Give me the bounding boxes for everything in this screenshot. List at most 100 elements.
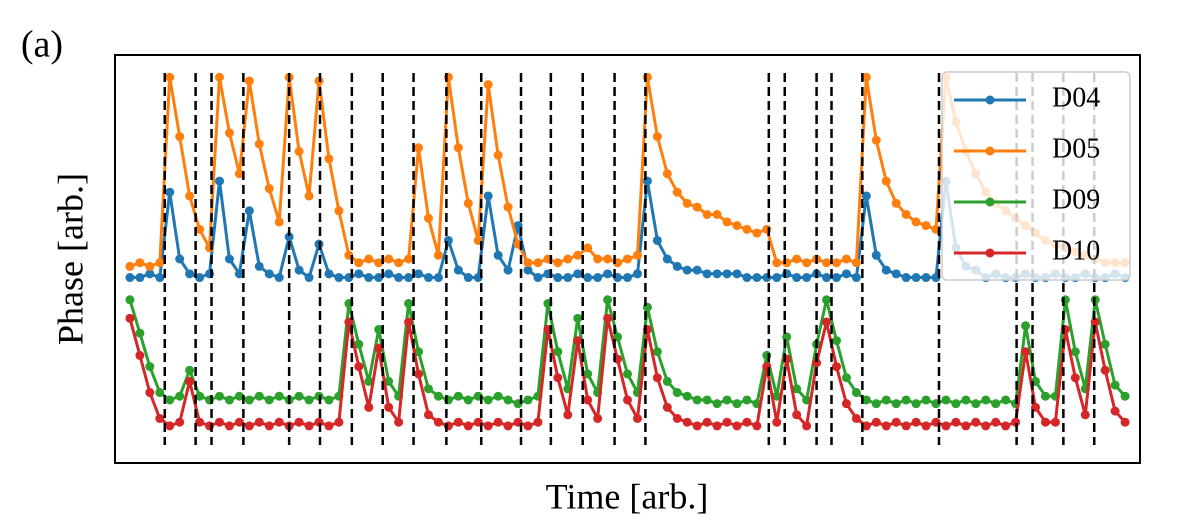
data-point [493, 391, 503, 401]
data-point [752, 228, 762, 238]
data-point [603, 254, 613, 264]
data-point [911, 273, 921, 283]
data-point [195, 391, 205, 401]
data-point [603, 269, 613, 279]
data-point [234, 169, 244, 179]
data-point [901, 395, 911, 405]
data-point [264, 184, 274, 194]
data-point [672, 261, 682, 271]
data-point [274, 273, 284, 283]
data-point [672, 413, 682, 423]
data-point [682, 417, 692, 427]
data-point [702, 417, 712, 427]
data-point [623, 254, 632, 264]
legend-marker [985, 248, 995, 258]
data-point [254, 261, 264, 271]
data-point [891, 269, 901, 279]
data-point [463, 198, 473, 208]
data-point [712, 421, 722, 431]
data-point [324, 421, 334, 431]
data-point [433, 273, 443, 283]
data-point [871, 135, 881, 145]
data-point [692, 421, 702, 431]
data-point [752, 421, 762, 431]
data-point [384, 254, 394, 264]
data-point [921, 221, 931, 231]
data-point [991, 417, 1001, 427]
data-point [414, 369, 424, 379]
data-point [433, 250, 443, 260]
data-point [453, 143, 463, 153]
x-axis-label: Time [arb.] [546, 476, 709, 516]
data-point [652, 235, 662, 245]
data-point [722, 395, 732, 405]
data-point [881, 395, 891, 405]
data-point [214, 72, 224, 82]
data-point [234, 391, 244, 401]
data-point [523, 265, 533, 275]
data-point [831, 336, 841, 346]
data-point [165, 395, 175, 405]
data-point [135, 328, 145, 338]
data-point [802, 273, 812, 283]
legend-label: D09 [1052, 184, 1100, 215]
data-point [503, 265, 513, 275]
data-point [861, 421, 871, 431]
data-point [951, 399, 961, 409]
data-point [891, 417, 901, 427]
data-point [1090, 317, 1100, 327]
data-point [274, 417, 284, 427]
data-point [324, 269, 334, 279]
data-point [294, 146, 304, 156]
data-point [831, 273, 841, 283]
data-point [1120, 391, 1130, 401]
y-axis-label: Phase [arb.] [50, 173, 90, 345]
data-point [493, 250, 503, 260]
data-point [1011, 417, 1021, 427]
data-point [135, 350, 145, 360]
data-point [175, 417, 185, 427]
data-point [822, 258, 832, 268]
data-point [1070, 373, 1080, 383]
data-point [802, 258, 812, 268]
data-point [224, 421, 234, 431]
data-point [951, 417, 961, 427]
data-point [941, 421, 951, 431]
series-line [128, 298, 1127, 406]
data-point [702, 395, 712, 405]
data-point [802, 421, 812, 431]
data-point [841, 373, 851, 383]
data-point [224, 128, 234, 138]
data-point [304, 273, 314, 283]
data-point [284, 232, 294, 242]
data-point [364, 273, 374, 283]
data-point [692, 265, 702, 275]
data-point [453, 391, 463, 401]
data-point [871, 399, 881, 409]
data-point [662, 402, 672, 412]
data-point [294, 265, 304, 275]
data-point [483, 421, 493, 431]
data-point [553, 258, 563, 268]
data-point [165, 72, 175, 82]
data-point [125, 313, 135, 323]
data-point [185, 365, 195, 375]
data-point [214, 391, 224, 401]
data-point [493, 150, 503, 160]
data-point [394, 258, 404, 268]
data-point [304, 395, 314, 405]
data-point [563, 254, 573, 264]
data-point [901, 273, 911, 283]
data-point [1050, 417, 1060, 427]
data-point [433, 391, 443, 401]
data-point [901, 209, 911, 219]
data-point [244, 206, 254, 216]
data-point [503, 421, 513, 431]
data-point [792, 273, 802, 283]
data-point [831, 258, 841, 268]
data-point [463, 273, 473, 283]
data-point [453, 265, 463, 275]
series-group [125, 295, 1130, 409]
series-group [125, 313, 1130, 431]
